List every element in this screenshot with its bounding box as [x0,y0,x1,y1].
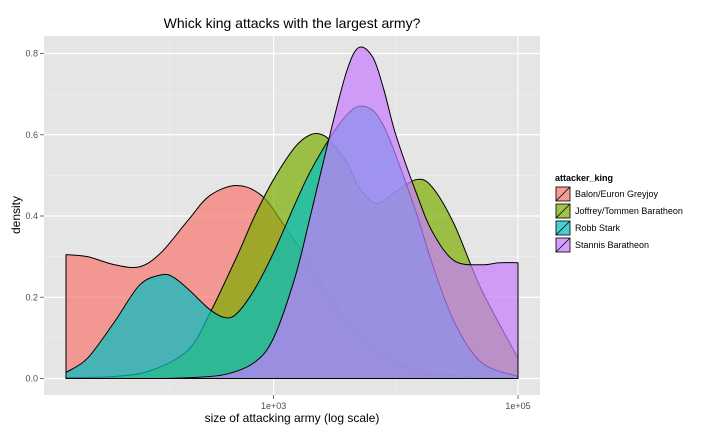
legend-item: Stannis Baratheon [554,236,649,254]
x-axis-ticks: 1e+03 1e+05 [261,395,531,411]
legend-key-slash [555,186,571,202]
legend-key-slash [555,237,571,253]
density-area-series-4 [65,46,519,380]
legend-title: attacker_king [555,173,613,183]
legend-item: Balon/Euron Greyjoy [554,185,659,203]
x-tick-label: 1e+03 [261,401,286,411]
density-areas [65,46,519,380]
x-axis-title: size of attacking army (log scale) [205,411,380,425]
legend-key-slash [555,220,571,236]
legend: attacker_king Balon/Euron Greyjoy Joffrey… [554,173,683,254]
y-tick-label: 0.2 [25,292,38,302]
legend-item: Robb Stark [554,219,621,237]
y-axis-ticks: 0.0 0.2 0.4 0.6 0.8 [25,49,44,384]
y-tick-label: 0.6 [25,130,38,140]
legend-item: Joffrey/Tommen Baratheon [554,202,683,220]
x-tick-label: 1e+05 [505,401,530,411]
legend-label: Stannis Baratheon [575,240,649,250]
legend-label: Balon/Euron Greyjoy [575,189,659,199]
legend-key-slash [555,203,571,219]
y-tick-label: 0.8 [25,49,38,59]
y-axis-title: density [9,196,23,234]
y-tick-label: 0.0 [25,374,38,384]
chart-title: Whick king attacks with the largest army… [164,15,421,31]
y-tick-label: 0.4 [25,211,38,221]
legend-label: Joffrey/Tommen Baratheon [575,206,683,216]
legend-label: Robb Stark [575,223,621,233]
